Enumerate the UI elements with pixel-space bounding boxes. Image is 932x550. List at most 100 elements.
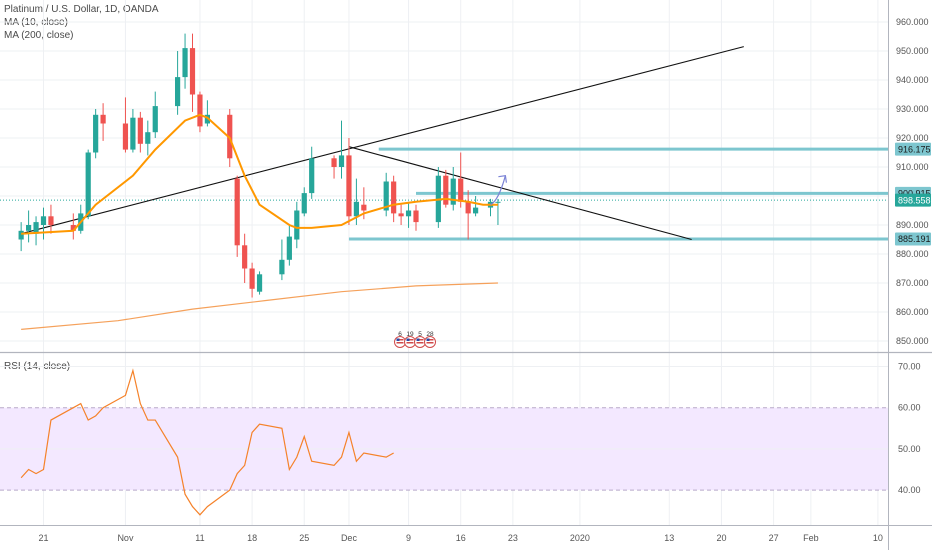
time-tick-label: Dec xyxy=(341,533,358,543)
arrow-head xyxy=(498,175,507,183)
candle-body xyxy=(309,158,315,194)
time-tick-label: 16 xyxy=(456,533,466,543)
flag-marker-icon: 19 xyxy=(404,331,416,348)
legend-title: Platinum / U.S. Dollar, 1D, OANDA xyxy=(4,4,159,15)
candle-body xyxy=(18,230,24,240)
candle-body xyxy=(465,201,471,214)
time-tick-label: 23 xyxy=(508,533,518,543)
candle xyxy=(294,201,300,249)
time-tick-label: 18 xyxy=(247,533,257,543)
candle xyxy=(413,204,419,231)
time-tick-label: 21 xyxy=(38,533,48,543)
candle-body xyxy=(122,123,129,150)
candle-body xyxy=(242,245,248,269)
candle xyxy=(301,187,307,217)
candle-body xyxy=(361,204,367,211)
price-tick-label: 920.000 xyxy=(896,133,929,143)
price-tick-label: 870.000 xyxy=(896,278,929,288)
candle xyxy=(18,222,24,252)
candle xyxy=(197,91,203,133)
candle xyxy=(346,138,352,225)
candle-body xyxy=(85,152,91,217)
price-tick-label: 890.000 xyxy=(896,220,929,230)
price-label-text: 898.558 xyxy=(898,195,931,205)
candle-body xyxy=(152,106,158,133)
candle-body xyxy=(286,236,292,260)
candle xyxy=(234,175,240,257)
time-tick-label: 25 xyxy=(299,533,309,543)
price-tick-label: 910.000 xyxy=(896,162,929,172)
time-tick-label: 13 xyxy=(664,533,674,543)
candle xyxy=(26,210,32,243)
candle-body xyxy=(495,201,501,203)
ma200-line xyxy=(21,282,498,330)
time-tick-label: 11 xyxy=(195,533,204,543)
candle xyxy=(242,233,248,283)
price-tick-label: 880.000 xyxy=(896,249,929,259)
candle-body xyxy=(182,48,188,78)
candle xyxy=(443,169,449,208)
candle xyxy=(450,167,456,211)
candle xyxy=(391,175,397,223)
flag-marker-label: 28 xyxy=(426,331,434,338)
price-label-badge: 916.175 xyxy=(895,142,931,156)
time-tick-label: Nov xyxy=(117,533,134,543)
price-tick-label: 940.000 xyxy=(896,75,929,85)
candle xyxy=(458,152,464,208)
price-tick-label: 950.000 xyxy=(896,46,929,56)
candle xyxy=(175,51,181,115)
candle-body xyxy=(391,181,397,214)
candle-body xyxy=(130,117,136,150)
candle xyxy=(487,198,494,217)
candle-body xyxy=(458,178,464,202)
candle-body xyxy=(204,114,210,124)
candle xyxy=(85,149,91,220)
candle-body xyxy=(398,213,404,217)
trendline-up xyxy=(21,46,744,235)
arrow-icon xyxy=(490,175,506,206)
time-tick-label: 2020 xyxy=(570,533,590,543)
price-tick-label: 960.000 xyxy=(896,17,929,27)
ma10-line xyxy=(21,113,498,235)
candle-body xyxy=(256,274,263,292)
candle xyxy=(145,120,151,156)
flag-marker-label: 19 xyxy=(406,331,414,338)
price-tick-label: 860.000 xyxy=(896,307,929,317)
candle xyxy=(286,225,292,266)
price-pane xyxy=(0,33,888,330)
candle xyxy=(70,213,76,240)
candle-body xyxy=(175,77,181,107)
candle-body xyxy=(279,259,285,275)
candle xyxy=(152,91,158,138)
candle xyxy=(309,146,315,199)
time-tick-label: 9 xyxy=(406,533,411,543)
candle-body xyxy=(346,155,352,217)
candle-body xyxy=(383,181,389,211)
price-label-badge: 885.191 xyxy=(895,232,931,246)
candle xyxy=(256,271,263,295)
candle-body xyxy=(197,94,203,127)
candle xyxy=(338,120,345,179)
candle-body xyxy=(26,225,32,231)
candle-body xyxy=(294,210,300,240)
flag-marker-label: 6 xyxy=(398,331,402,338)
candle-body xyxy=(33,222,39,234)
time-tick-label: Feb xyxy=(803,533,819,543)
candle-body xyxy=(100,114,106,124)
rsi-tick-label: 40.00 xyxy=(898,485,921,495)
candle xyxy=(33,216,39,246)
candle-body xyxy=(353,201,359,217)
price-label-badge: 898.558 xyxy=(895,193,931,207)
price-tick-label: 850.000 xyxy=(896,336,929,346)
rsi-tick-label: 50.00 xyxy=(898,444,921,454)
candle-body xyxy=(137,117,143,144)
candle-body xyxy=(70,225,76,231)
candle xyxy=(130,109,136,153)
candle xyxy=(465,190,471,240)
flag-marker-icon: 5 xyxy=(414,331,426,348)
candle xyxy=(100,103,106,141)
candle xyxy=(435,167,441,228)
flag-marker-icon: 28 xyxy=(424,331,436,348)
candle-body xyxy=(145,132,151,144)
